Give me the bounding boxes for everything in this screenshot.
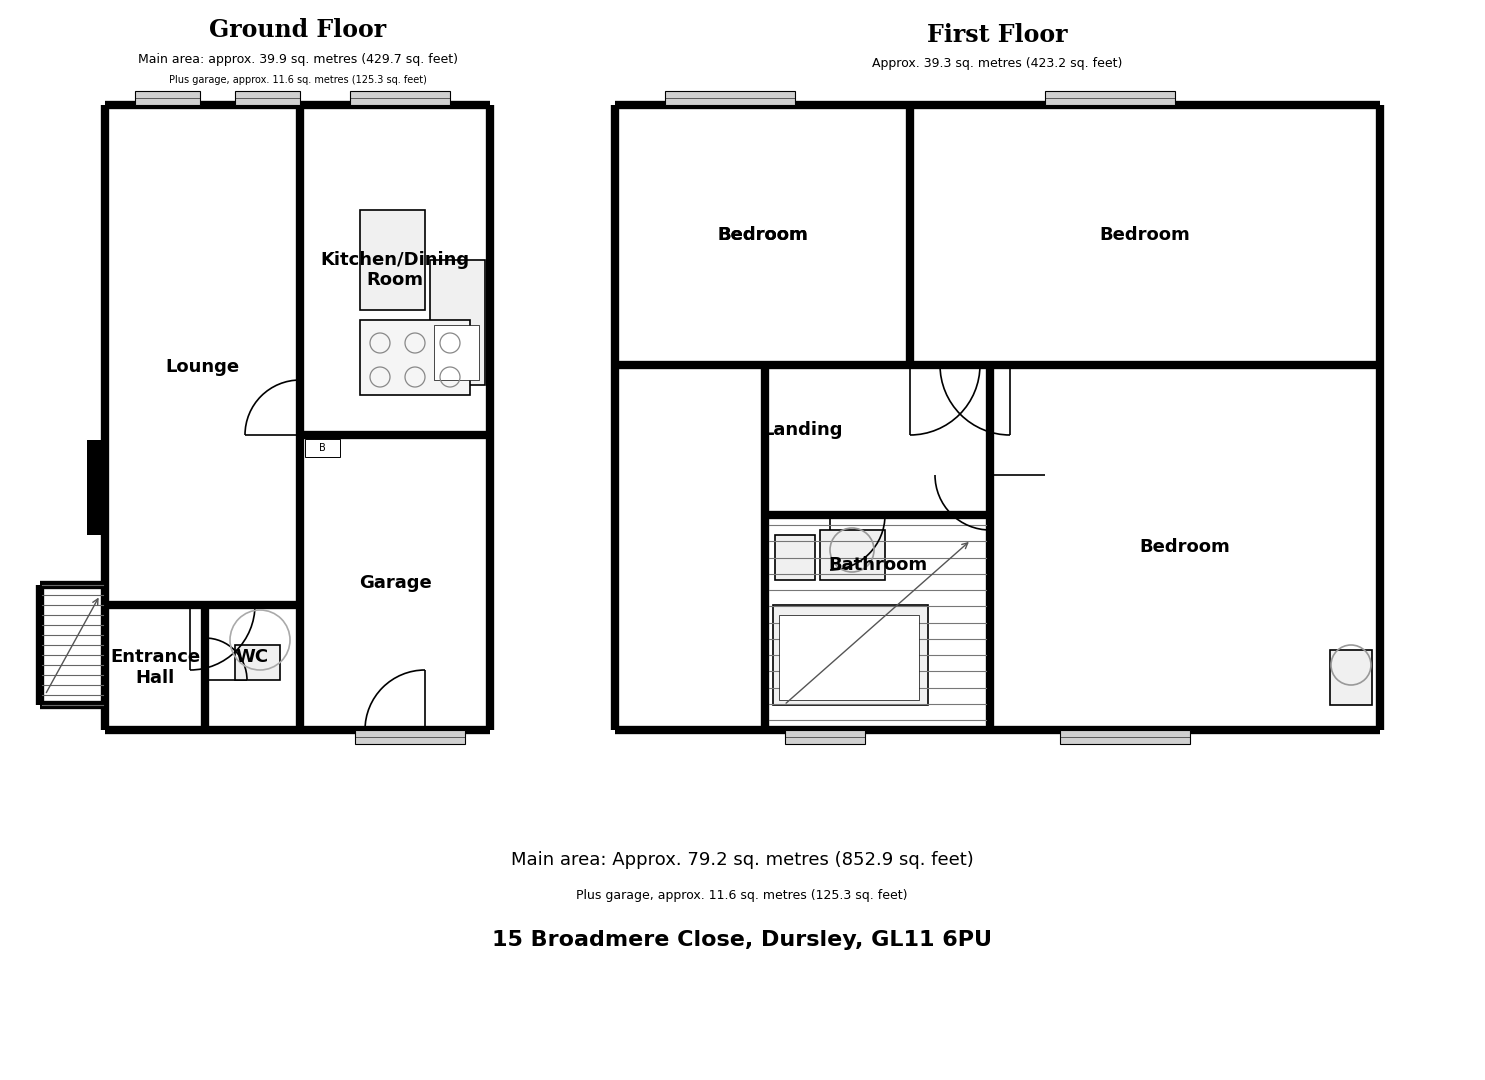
Text: B: B <box>319 443 325 453</box>
Bar <box>235 645 281 680</box>
Bar <box>431 260 486 384</box>
Bar <box>665 91 794 105</box>
Text: Kitchen/Dining
Room: Kitchen/Dining Room <box>321 251 469 289</box>
Text: Bedroom: Bedroom <box>717 226 808 244</box>
Bar <box>774 605 928 705</box>
Text: Ground Floor: Ground Floor <box>209 18 386 42</box>
Text: Approx. 39.3 sq. metres (423.2 sq. feet): Approx. 39.3 sq. metres (423.2 sq. feet) <box>872 56 1123 69</box>
Bar <box>786 730 864 744</box>
Bar <box>1331 650 1372 705</box>
Text: Bedroom: Bedroom <box>1099 226 1191 244</box>
Bar <box>350 91 450 105</box>
Text: Plus garage, approx. 11.6 sq. metres (125.3 sq. feet): Plus garage, approx. 11.6 sq. metres (12… <box>576 889 907 902</box>
Bar <box>775 535 815 580</box>
Bar <box>355 730 465 744</box>
Bar <box>820 530 885 580</box>
Bar <box>615 105 1380 730</box>
Text: WC: WC <box>236 648 269 666</box>
Text: First Floor: First Floor <box>927 23 1068 48</box>
Bar <box>434 325 480 380</box>
Bar <box>135 91 200 105</box>
Bar <box>359 210 425 310</box>
Bar <box>304 438 340 457</box>
Text: Landing: Landing <box>762 421 843 438</box>
Text: Garage: Garage <box>358 573 431 592</box>
Bar <box>88 440 108 535</box>
Text: Entrance
Hall: Entrance Hall <box>110 648 200 687</box>
Text: Lounge: Lounge <box>165 359 239 377</box>
Text: Main area: Approx. 79.2 sq. metres (852.9 sq. feet): Main area: Approx. 79.2 sq. metres (852.… <box>511 851 973 869</box>
Text: Plus garage, approx. 11.6 sq. metres (125.3 sq. feet): Plus garage, approx. 11.6 sq. metres (12… <box>169 75 426 85</box>
Bar <box>235 91 300 105</box>
Bar <box>1045 91 1175 105</box>
Text: Main area: approx. 39.9 sq. metres (429.7 sq. feet): Main area: approx. 39.9 sq. metres (429.… <box>138 54 457 67</box>
Bar <box>359 320 469 395</box>
Text: Bathroom: Bathroom <box>829 556 927 573</box>
Bar <box>1060 730 1189 744</box>
Bar <box>105 105 490 730</box>
Text: 15 Broadmere Close, Dursley, GL11 6PU: 15 Broadmere Close, Dursley, GL11 6PU <box>492 930 992 950</box>
Bar <box>780 615 919 700</box>
Text: Bedroom: Bedroom <box>1139 539 1231 556</box>
Text: Bedroom: Bedroom <box>717 226 808 244</box>
